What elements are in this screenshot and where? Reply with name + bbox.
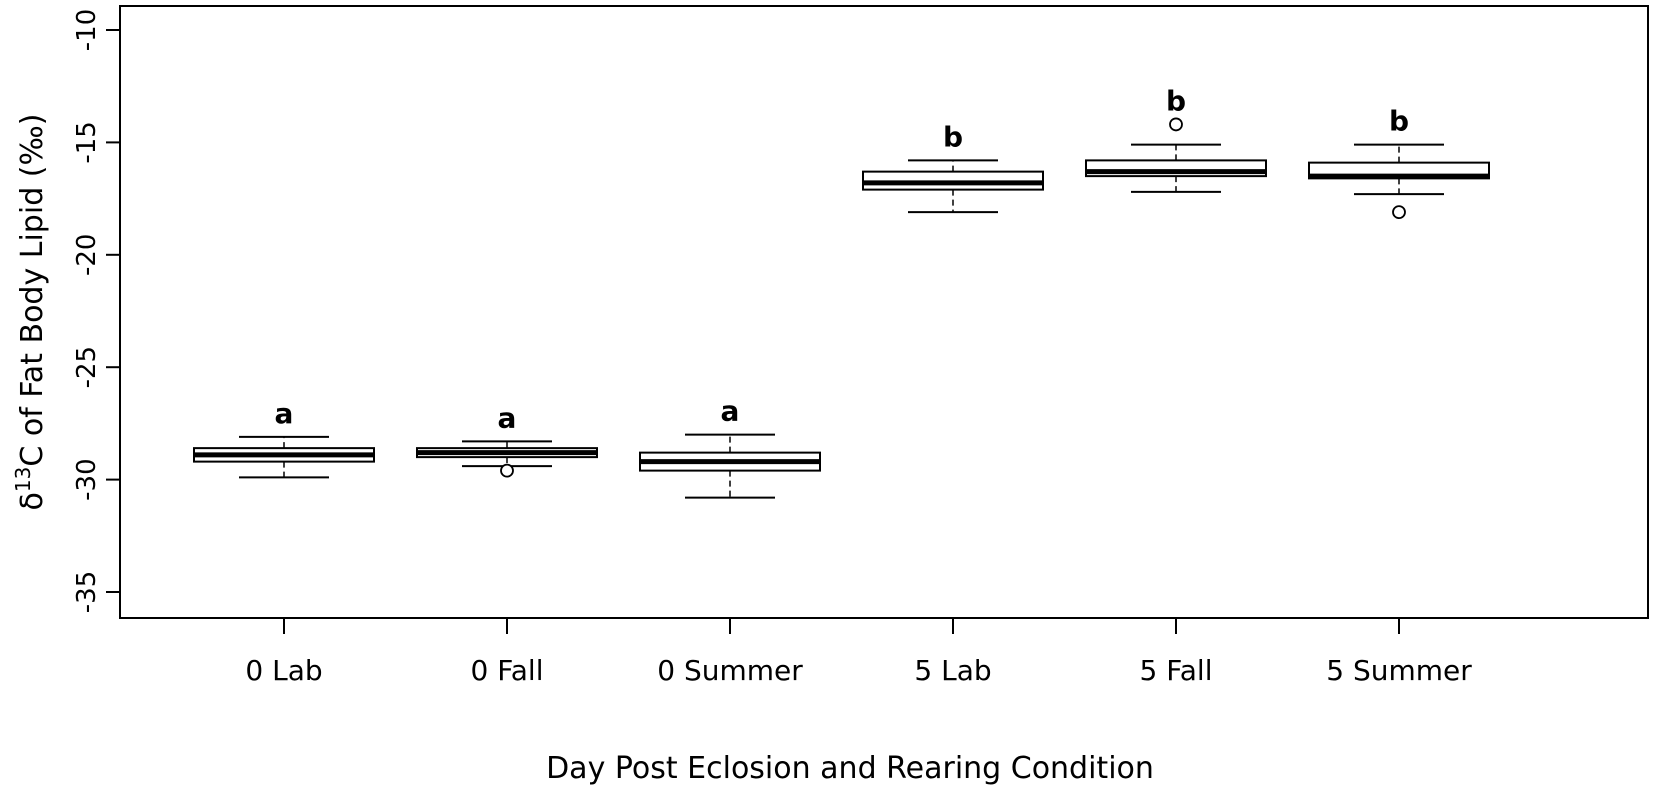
box-1: a xyxy=(193,397,375,479)
y-tick-label: -15 xyxy=(72,121,102,163)
x-axis-title: Day Post Eclosion and Rearing Condition xyxy=(546,751,1154,786)
x-tick-label: 5 Fall xyxy=(1140,654,1213,687)
significance-letter: b xyxy=(943,120,963,153)
box-6: b xyxy=(1308,105,1490,219)
y-tick-label: -25 xyxy=(72,346,102,388)
x-axis: 0 Lab 0 Fall 0 Summer 5 Lab 5 Fall 5 Summer xyxy=(245,618,1472,687)
x-tick-label: 0 Summer xyxy=(657,654,803,687)
y-tick-label: -35 xyxy=(72,571,102,613)
box-5: b xyxy=(1085,84,1267,193)
y-axis: -10 -15 -20 -25 -30 -35 xyxy=(72,9,120,613)
plot-frame xyxy=(119,5,1649,619)
x-tick-label: 5 Lab xyxy=(914,654,991,687)
box-2: a xyxy=(416,401,598,478)
box-3: a xyxy=(639,395,821,499)
x-tick-label: 0 Lab xyxy=(245,654,322,687)
x-tick-label: 0 Fall xyxy=(471,654,544,687)
y-tick-label: -30 xyxy=(72,458,102,500)
x-tick-label: 5 Summer xyxy=(1326,654,1472,687)
outlier-point xyxy=(1392,205,1406,219)
significance-letter: a xyxy=(498,401,517,434)
significance-letter: b xyxy=(1166,84,1186,117)
boxes-group: a a a b b b xyxy=(193,84,1490,499)
y-axis-title: δ13C of Fat Body Lipid (‰) xyxy=(11,114,50,511)
y-axis-title-superscript: 13 xyxy=(11,467,35,492)
box-4: b xyxy=(862,120,1044,214)
outlier-point xyxy=(500,463,514,478)
outlier-point xyxy=(1169,117,1183,132)
y-axis-title-suffix: C of Fat Body Lipid (‰) xyxy=(15,114,50,467)
significance-letter: b xyxy=(1389,105,1409,138)
significance-letter: a xyxy=(275,397,294,430)
y-axis-title-prefix: δ xyxy=(15,492,50,510)
y-tick-label: -20 xyxy=(72,234,102,276)
y-tick-label: -10 xyxy=(72,9,102,51)
significance-letter: a xyxy=(721,395,740,428)
